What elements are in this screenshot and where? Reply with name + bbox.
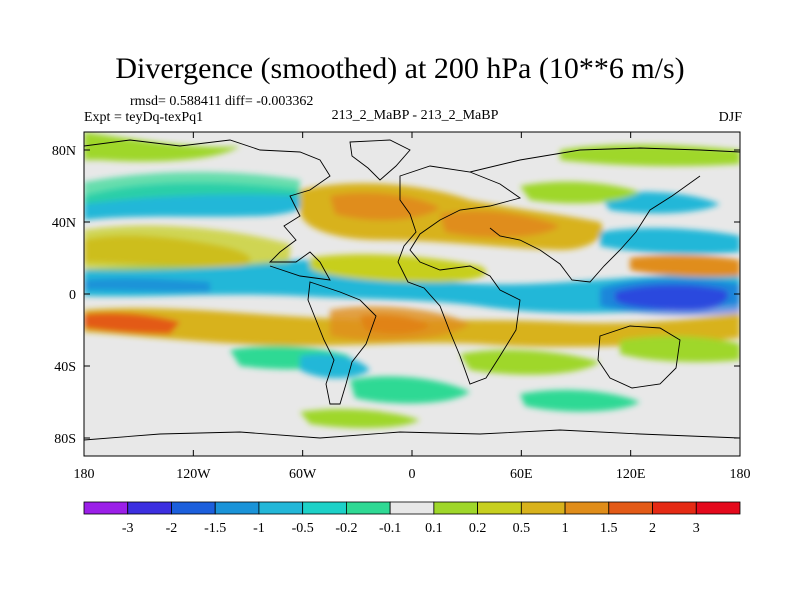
south-pacific-cyan bbox=[300, 353, 370, 379]
y-tick-label: 80N bbox=[52, 144, 76, 159]
x-tick-label: 0 bbox=[409, 467, 416, 482]
europe-africa-outline bbox=[397, 165, 522, 385]
southern-red-core bbox=[84, 312, 180, 334]
map-panel bbox=[84, 132, 740, 456]
south-america-outline bbox=[307, 281, 377, 405]
colorbar-swatch bbox=[214, 501, 260, 515]
tropical-blue-core bbox=[84, 278, 210, 292]
colorbar-label: -1 bbox=[253, 521, 265, 536]
south-atlantic-green bbox=[350, 376, 470, 404]
west-pacific-blue-rim bbox=[600, 278, 740, 316]
north-africa-yellow bbox=[310, 254, 487, 283]
colorbar-label: 2 bbox=[649, 521, 656, 536]
colorbar-label: 0.2 bbox=[469, 521, 487, 536]
colorbar-swatch bbox=[695, 501, 741, 515]
central-asia-cyan bbox=[600, 191, 720, 214]
season-label: DJF bbox=[718, 110, 742, 125]
x-tick-label: 120W bbox=[176, 467, 211, 482]
colorbar-swatch bbox=[171, 501, 216, 515]
colorbar-swatch bbox=[302, 501, 347, 515]
stats-text: rmsd= 0.588411 diff= -0.003362 bbox=[130, 94, 314, 109]
south-indian-green bbox=[460, 349, 600, 375]
colorbar-swatch bbox=[345, 501, 391, 515]
experiment-label: Expt = teyDq-texPq1 bbox=[84, 110, 204, 125]
colorbar-swatch bbox=[652, 501, 697, 515]
colorbar-label: 0.5 bbox=[513, 521, 531, 536]
east-pacific-cyan-north bbox=[600, 228, 740, 254]
y-tick-label: 40S bbox=[54, 360, 76, 375]
tropical-cyan-band bbox=[84, 260, 740, 313]
south-pacific-yellow-east bbox=[620, 336, 740, 362]
north-pacific-yellow bbox=[84, 225, 290, 271]
eurasia-orange-core bbox=[440, 210, 560, 238]
x-tick-label: 120E bbox=[616, 467, 646, 482]
greenland-outline bbox=[349, 139, 411, 181]
north-america-outline bbox=[84, 139, 331, 281]
atlantic-orange-core bbox=[330, 192, 440, 221]
colorbar-swatch bbox=[258, 501, 304, 515]
x-tick-label: 180 bbox=[730, 467, 751, 482]
colorbar-label: -0.1 bbox=[379, 521, 401, 536]
north-pacific-green bbox=[84, 172, 300, 204]
colorbar: -3 -2 -1.5 -1 -0.5 -0.2 -0.1 0.1 0.2 0.5 1 1.5 2 3 bbox=[83, 501, 741, 536]
x-tick-label: 60E bbox=[510, 467, 533, 482]
x-tick-label: 60W bbox=[289, 467, 317, 482]
chart-title: Divergence (smoothed) at 200 hPa (10**6 … bbox=[115, 52, 685, 85]
comparison-label: 213_2_MaBP - 213_2_MaBP bbox=[331, 108, 499, 123]
colorbar-swatch bbox=[520, 501, 566, 515]
colorbar-label: 1.5 bbox=[600, 521, 618, 536]
colorbar-label: -0.2 bbox=[335, 521, 357, 536]
australia-outline bbox=[597, 325, 681, 389]
northeast-pacific-orange bbox=[630, 254, 740, 277]
axes: 180 120W 60W 0 60E 120E 180 80N 40N 0 40S 80S bbox=[52, 132, 751, 482]
arctic-green-west bbox=[84, 132, 240, 162]
south-atlantic-orange bbox=[330, 306, 470, 341]
asia-outline bbox=[469, 147, 740, 283]
y-tick-label: 40N bbox=[52, 216, 76, 231]
antarctic-green bbox=[300, 409, 420, 429]
colorbar-label: -1.5 bbox=[204, 521, 226, 536]
colorbar-swatch bbox=[83, 501, 129, 515]
colorbar-label: 3 bbox=[693, 521, 700, 536]
east-asia-yellow bbox=[520, 181, 640, 204]
colorbar-label: -2 bbox=[166, 521, 178, 536]
contour-fields bbox=[84, 132, 740, 429]
colorbar-label: -3 bbox=[122, 521, 134, 536]
colorbar-swatch bbox=[433, 501, 479, 515]
colorbar-swatch bbox=[608, 501, 653, 515]
y-tick-label: 80S bbox=[54, 432, 76, 447]
coastlines bbox=[84, 139, 740, 441]
y-tick-label: 0 bbox=[69, 288, 76, 303]
colorbar-label: 1 bbox=[562, 521, 569, 536]
antarctica-outline bbox=[84, 429, 740, 441]
colorbar-swatch bbox=[389, 501, 435, 515]
colorbar-swatch bbox=[564, 501, 610, 515]
southern-ocean-green bbox=[520, 389, 640, 412]
colorbar-swatch bbox=[477, 501, 522, 515]
x-tick-label: 180 bbox=[74, 467, 95, 482]
colorbar-label: 0.1 bbox=[425, 521, 443, 536]
colorbar-swatch bbox=[127, 501, 172, 515]
colorbar-label: -0.5 bbox=[292, 521, 314, 536]
